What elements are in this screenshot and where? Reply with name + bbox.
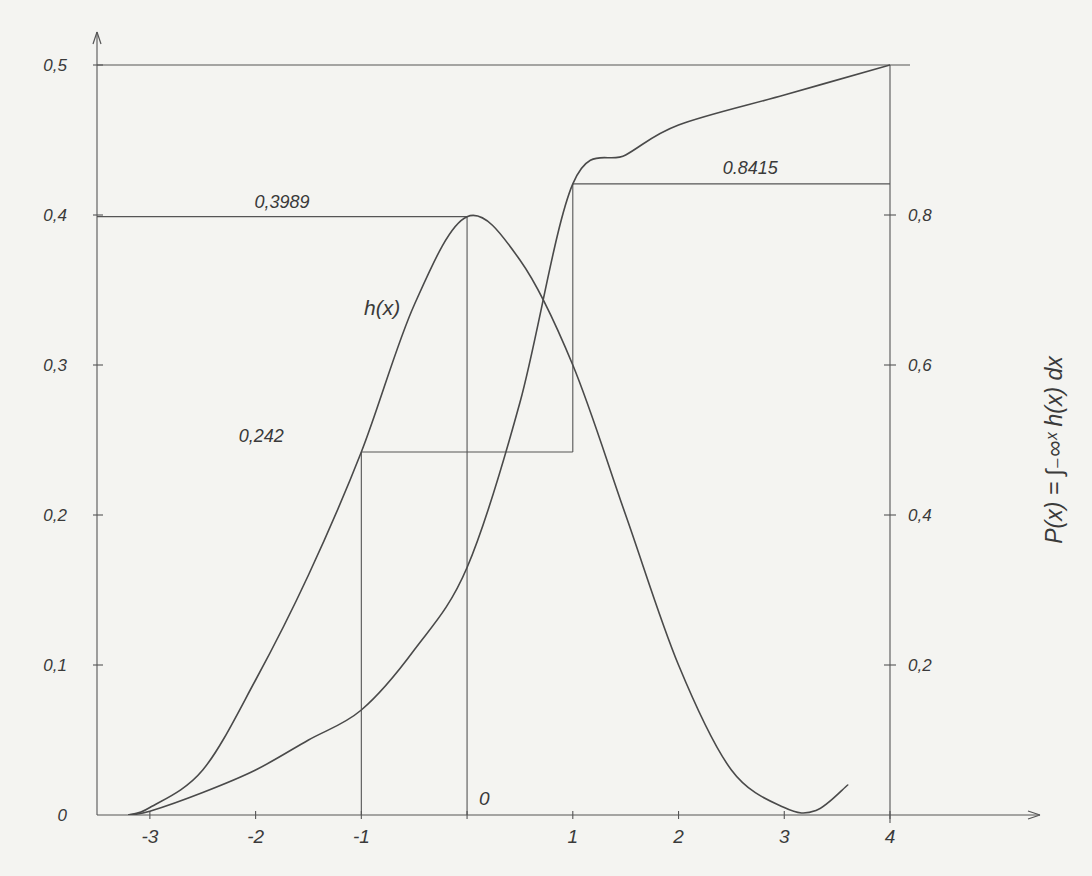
y2-tick-label: 0,4 — [908, 506, 932, 525]
cdf-curve — [129, 65, 890, 815]
y2-tick-label: 0,8 — [908, 206, 932, 225]
series-label: h(x) — [364, 296, 400, 319]
frame-top — [97, 64, 910, 65]
x-tick — [784, 811, 785, 819]
plot-area — [129, 65, 890, 815]
y-axis-arrow — [93, 32, 101, 44]
x-tick-label: -2 — [247, 826, 264, 847]
annotation: 0,242 — [239, 426, 284, 446]
chart: -3 -2 -1 0 1 2 3 4 0 0,1 0,2 0,3 0,4 0,5 0,2 0,4 0,6 0,8 P… — [0, 0, 1092, 876]
x-tick-label: 2 — [672, 826, 684, 847]
x-axis — [97, 814, 1040, 815]
x-tick-label: 4 — [885, 826, 896, 847]
density-curve — [129, 215, 848, 815]
annotation: 0,3989 — [255, 192, 310, 212]
y-tick — [93, 64, 103, 65]
y-tick — [93, 364, 103, 365]
y-tick-label: 0,5 — [43, 56, 67, 75]
y-tick-label: 0,3 — [43, 356, 67, 375]
x-tick-label: 3 — [779, 826, 790, 847]
y-axis — [96, 32, 97, 815]
y2-tick — [884, 214, 896, 215]
guide-line — [467, 217, 468, 815]
guide-line — [572, 184, 573, 452]
x-tick — [889, 811, 890, 819]
x-tick-label: 0 — [479, 788, 490, 809]
x-tick — [678, 811, 679, 819]
x-tick-label: -3 — [141, 826, 158, 847]
y2-tick-label: 0,6 — [908, 356, 932, 375]
y2-tick — [884, 364, 896, 365]
guide-line — [361, 452, 362, 815]
y-tick — [93, 514, 103, 515]
guide-line — [97, 216, 467, 217]
y2-tick — [884, 514, 896, 515]
y2-axis-title: P(x) = ∫₋∞ˣ h(x) dx — [1041, 355, 1068, 544]
x-tick — [572, 811, 573, 819]
y-tick-label: 0,4 — [43, 206, 67, 225]
y2-tick — [884, 664, 896, 665]
y2-axis — [889, 65, 890, 823]
y-tick — [93, 214, 103, 215]
annotation: 0.8415 — [723, 158, 779, 178]
y-tick-label: 0 — [58, 806, 68, 825]
x-axis-arrow — [1028, 811, 1040, 819]
y2-tick-label: 0,2 — [908, 656, 932, 675]
guide-line — [361, 451, 572, 452]
guide-line — [573, 183, 890, 184]
y-tick-label: 0,2 — [43, 506, 67, 525]
x-tick-label: -1 — [353, 826, 370, 847]
y-tick — [93, 664, 103, 665]
x-tick-label: 1 — [568, 826, 579, 847]
y-tick-label: 0,1 — [43, 656, 67, 675]
x-tick — [255, 811, 256, 819]
